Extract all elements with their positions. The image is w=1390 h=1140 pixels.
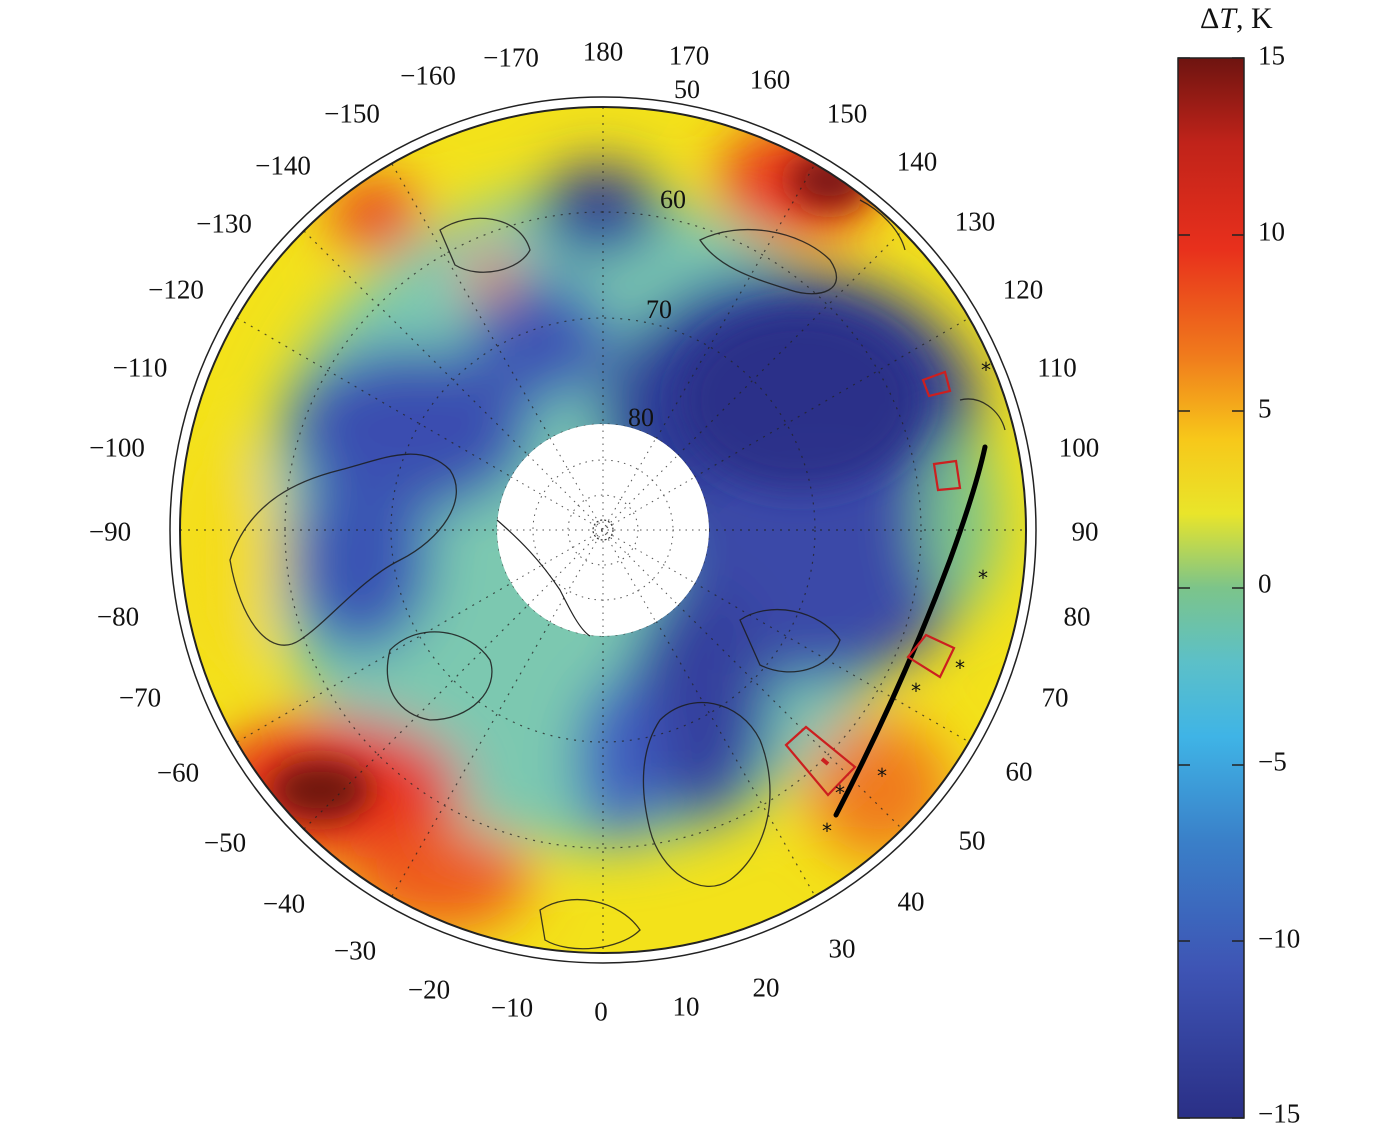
longitude-label: 20: [752, 972, 780, 1003]
longitude-label: 180: [582, 36, 624, 67]
station-marker: *: [955, 656, 965, 680]
longitude-label: −70: [118, 682, 162, 713]
temperature-field: [180, 107, 1026, 953]
longitude-label: 10: [672, 991, 700, 1022]
longitude-label: −120: [148, 274, 204, 305]
station-marker: *: [835, 781, 845, 805]
station-marker: *: [911, 679, 921, 703]
map-frame: [169, 96, 1037, 964]
colorbar-title-unit: , K: [1235, 2, 1273, 35]
longitude-label: −130: [196, 208, 252, 239]
latitude-label: 50: [674, 75, 700, 104]
longitude-label: −170: [483, 42, 539, 73]
longitude-label: 160: [749, 64, 791, 95]
sampling-box-4: [921, 370, 952, 398]
sampling-box-1: [784, 725, 857, 797]
longitude-label: −30: [333, 935, 377, 966]
polar-gap-graticule: [497, 424, 709, 636]
pole-marker: [592, 519, 614, 541]
satellite-track: [833, 444, 988, 818]
longitude-label: −140: [255, 150, 311, 181]
longitude-label: 40: [897, 886, 925, 917]
station-marker: *: [822, 819, 832, 843]
longitude-label: −50: [203, 827, 247, 858]
sampling-box-1-marker: [820, 757, 830, 766]
colorbar-tick-label: 15: [1258, 40, 1285, 71]
latitude-label: 80: [628, 403, 654, 432]
colorbar-tick-label: 10: [1258, 216, 1285, 247]
longitude-label: −90: [88, 516, 132, 547]
longitude-label: 140: [896, 146, 938, 177]
longitude-label: −100: [89, 432, 145, 463]
station-marker: *: [981, 358, 991, 382]
longitude-label: −160: [400, 60, 456, 91]
sampling-boxes: [784, 370, 962, 797]
polar-gap: [497, 424, 709, 636]
longitude-label: 110: [1037, 352, 1077, 383]
longitude-label: 80: [1063, 601, 1091, 632]
coastlines: [229, 199, 1006, 950]
greenland-coast: [496, 519, 591, 637]
colorbar-ticks: [1178, 57, 1244, 1119]
latitude-label: 70: [646, 295, 672, 324]
map-boundary: [179, 106, 1027, 954]
longitude-label: −20: [407, 974, 451, 1005]
longitude-label: 60: [1005, 756, 1033, 787]
colorbar-tick-label: 5: [1258, 393, 1272, 424]
longitude-label: −80: [96, 601, 140, 632]
colorbar-tick-label: −5: [1258, 746, 1287, 777]
colorbar-title: ΔT, K: [1200, 2, 1273, 36]
colorbar-title-var: T: [1219, 2, 1236, 35]
station-markers: * * * * * * *: [822, 358, 991, 843]
longitude-label: −150: [324, 98, 380, 129]
longitude-label: −10: [490, 992, 534, 1023]
longitude-label: 0: [594, 996, 608, 1027]
longitude-label: 90: [1071, 516, 1099, 547]
sampling-box-3: [932, 459, 962, 492]
longitude-label: 130: [954, 206, 996, 237]
longitude-label: 30: [828, 933, 856, 964]
colorbar-tick-label: −10: [1258, 923, 1301, 954]
longitude-label: 70: [1041, 682, 1069, 713]
colorbar-tick-label: 0: [1258, 568, 1272, 599]
colorbar-tick-label: −15: [1258, 1098, 1301, 1129]
latitude-label: 60: [660, 185, 686, 214]
station-marker: *: [877, 764, 887, 788]
colorbar-title-symbol: Δ: [1200, 2, 1220, 35]
longitude-label: −110: [112, 352, 168, 383]
longitude-label: 100: [1058, 432, 1100, 463]
longitude-label: 50: [958, 825, 986, 856]
longitude-label: 170: [668, 40, 710, 71]
station-marker: *: [978, 566, 988, 590]
sampling-box-2: [906, 633, 956, 679]
longitude-label: −40: [262, 888, 306, 919]
longitude-label: 150: [826, 98, 868, 129]
longitude-label: −60: [156, 757, 200, 788]
longitude-label: 120: [1002, 274, 1044, 305]
